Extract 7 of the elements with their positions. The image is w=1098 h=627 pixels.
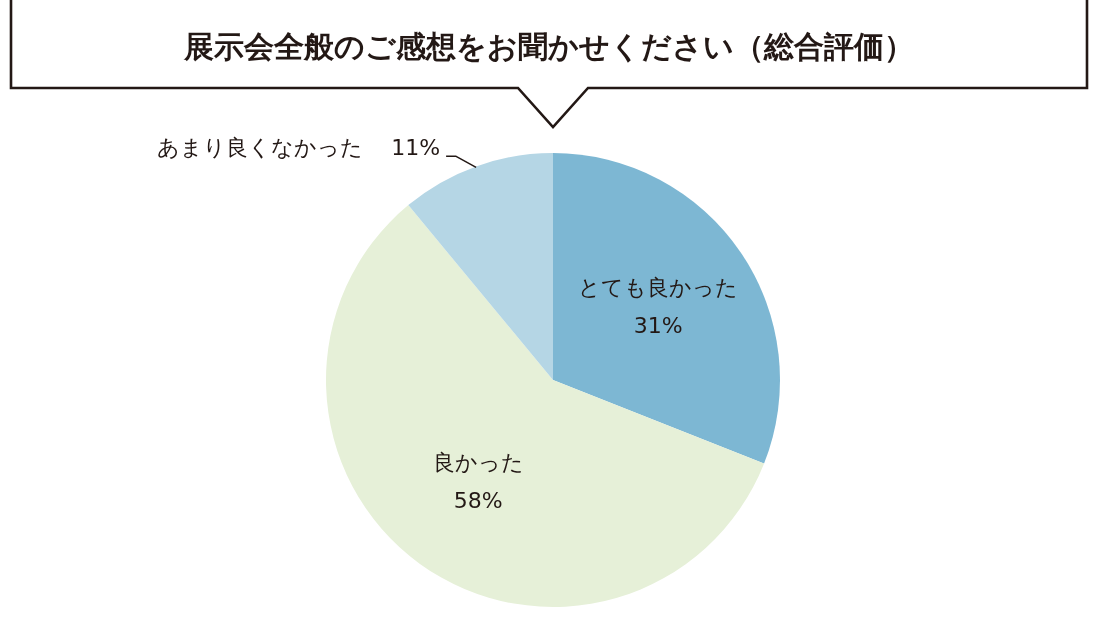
slice-label: 良かった [432,449,524,475]
slice-label: とても良かった [578,275,739,301]
data-label: 11% [391,135,441,161]
slice-label: あまり良くなかった [157,135,364,161]
data-label: 58% [453,487,503,513]
chart-title: 展示会全般のご感想をお聞かせください（総合評価） [183,28,915,66]
data-label: 31% [633,313,683,339]
